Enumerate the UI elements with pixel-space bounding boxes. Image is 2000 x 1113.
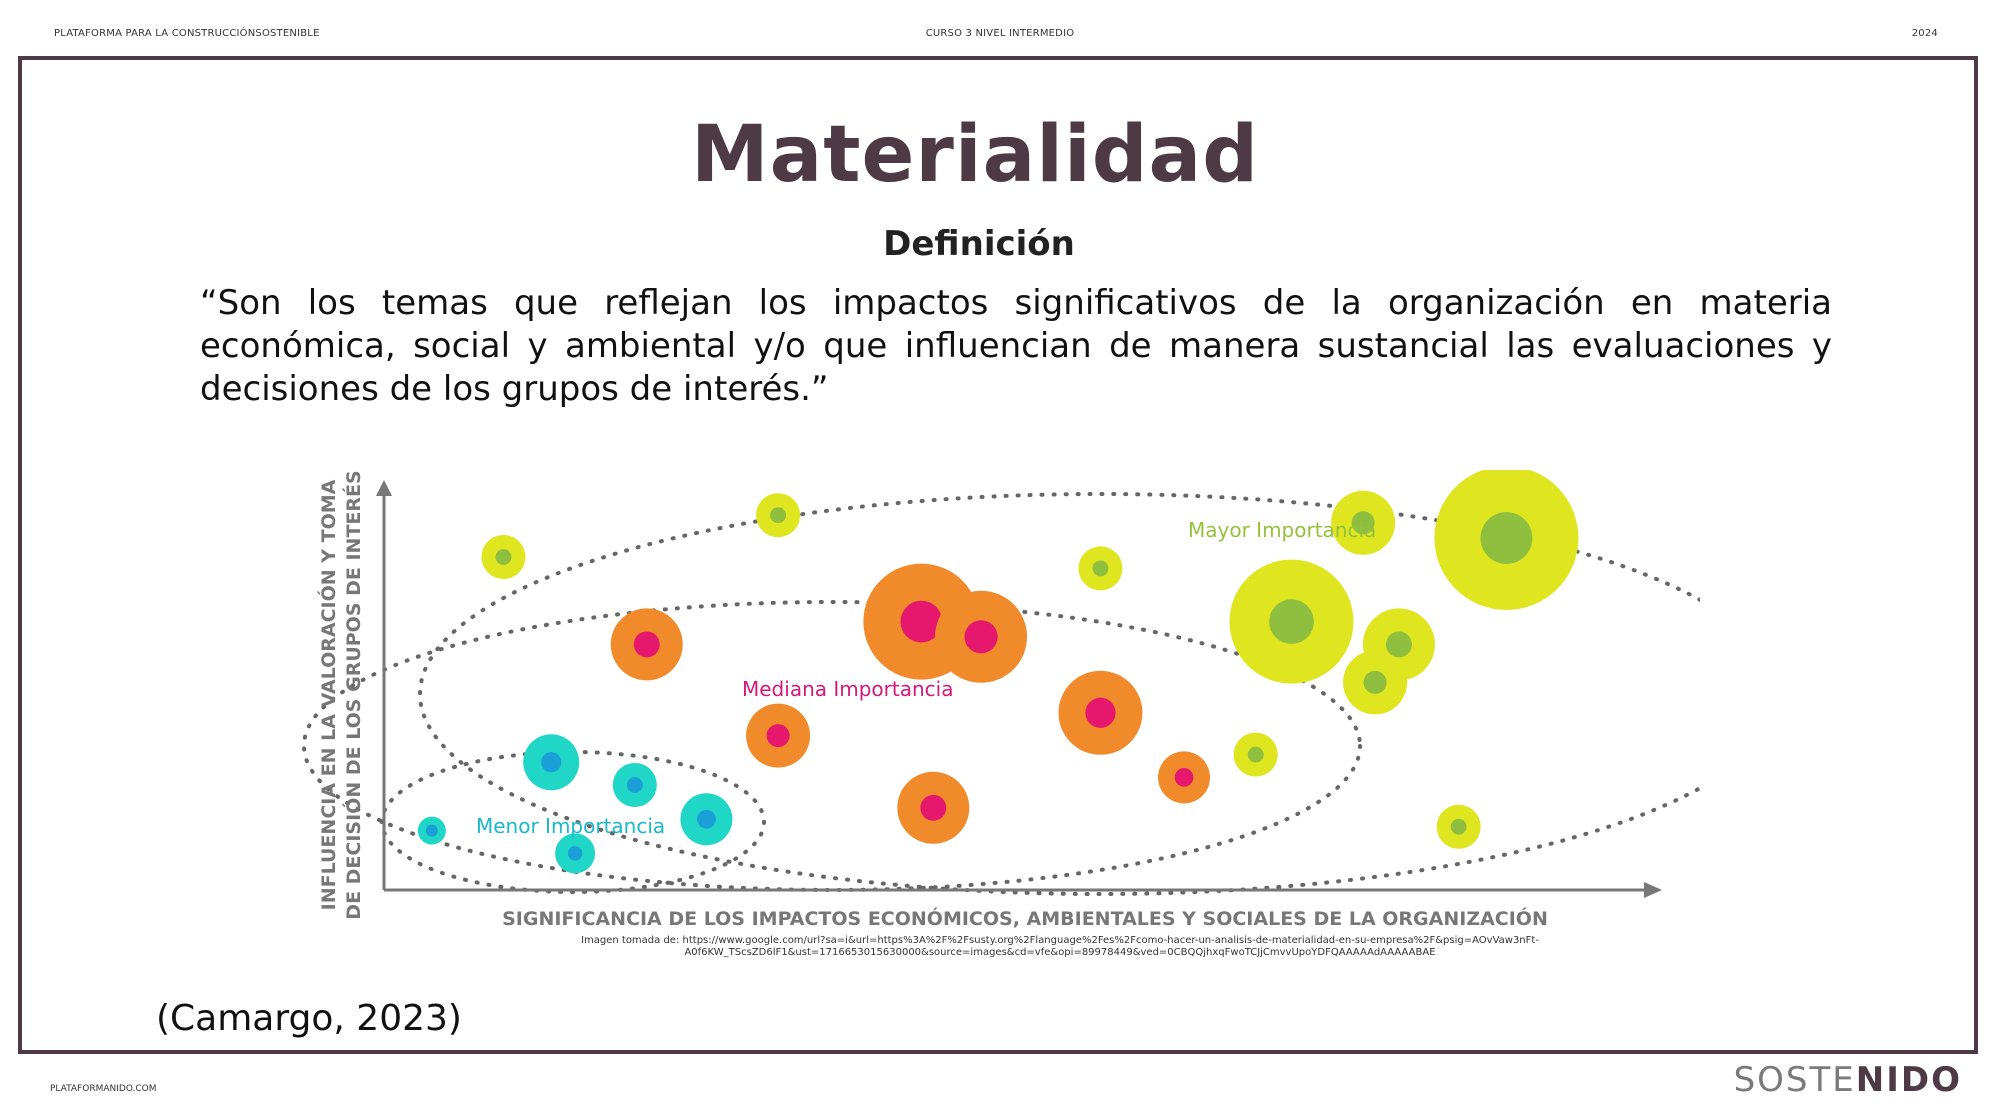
- bubble-high-4: [1331, 490, 1396, 555]
- bubble-inner: [1174, 768, 1194, 787]
- bubble-inner: [495, 549, 512, 565]
- materiality-chart: Mayor Importancia Mediana Importancia Me…: [302, 470, 1700, 930]
- y-axis-label-line1: INFLUENCIA EN LA VALORACIÓN Y TOMA: [316, 479, 340, 910]
- bubble-inner: [1386, 631, 1412, 658]
- bubble-mid-6: [1158, 751, 1211, 804]
- y-axis-arrow: [376, 480, 392, 496]
- bubble-inner: [541, 752, 562, 773]
- region-mid: [302, 600, 1362, 892]
- definition-quote: “Son los temas que reflejan los impactos…: [200, 283, 1832, 409]
- bubble-inner: [900, 600, 943, 643]
- bubble-inner: [770, 507, 786, 524]
- bubble-low-0: [417, 816, 446, 845]
- bubble-inner: [626, 777, 643, 793]
- group-label-high: Mayor Importancia: [1188, 518, 1376, 542]
- bubble-low-1: [523, 734, 580, 791]
- bubble-high-1: [756, 493, 801, 538]
- image-source-line-2: A0f6KW_TScsZD6lF1&ust=1716653015630000&s…: [684, 947, 1436, 958]
- bubble-high-9: [1436, 804, 1481, 849]
- bubble-high-3: [1229, 559, 1354, 684]
- y-axis-label-line2: DE DECISIÓN DE LOS GRUPOS DE INTERÉS: [341, 470, 365, 919]
- x-axis-arrow: [1644, 882, 1662, 898]
- citation: (Camargo, 2023): [156, 998, 462, 1039]
- bubble-inner: [766, 724, 790, 748]
- bubble-inner: [1351, 511, 1375, 535]
- slide-subtitle: Definición: [883, 224, 1075, 264]
- image-source-line-1: Imagen tomada de: https://www.google.com…: [581, 935, 1539, 946]
- bubble-low-4: [555, 833, 596, 874]
- bubble-low-3: [680, 793, 733, 846]
- sostenido-logo: SOSTENIDO: [1733, 1060, 1962, 1100]
- slide-frame: [18, 56, 1978, 1054]
- header-year: 2024: [1911, 28, 1938, 39]
- bubble-inner: [964, 620, 998, 654]
- bubble-inner: [920, 794, 947, 821]
- bubble-high-7: [1343, 650, 1408, 715]
- group-label-low: Menor Importancia: [476, 814, 665, 838]
- bubble-inner: [633, 631, 660, 658]
- bubble-low-2: [612, 763, 657, 807]
- bubble-mid-5: [897, 771, 970, 844]
- bubbles-layer: [417, 470, 1579, 874]
- image-source-note: Imagen tomada de: https://www.google.com…: [560, 935, 1560, 959]
- slide-title: Materialidad: [690, 110, 1260, 200]
- footer-website: PLATAFORMANIDO.COM: [50, 1084, 157, 1094]
- bubble-high-2: [1078, 546, 1123, 591]
- bubble-inner: [1085, 697, 1116, 728]
- bubble-inner: [1092, 560, 1109, 577]
- bubble-mid-0: [610, 608, 683, 681]
- bubble-inner: [1363, 670, 1387, 694]
- bubble-high-5: [1434, 470, 1579, 610]
- header-platform-name: PLATAFORMA PARA LA CONSTRUCCIÓNSOSTENIBL…: [54, 28, 320, 39]
- bubble-inner: [425, 824, 438, 837]
- bubble-high-0: [481, 535, 526, 579]
- x-axis-label: SIGNIFICANCIA DE LOS IMPACTOS ECONÓMICOS…: [502, 906, 1548, 930]
- bubble-mid-3: [746, 703, 811, 768]
- bubble-inner: [1480, 512, 1533, 564]
- region-high: [418, 492, 1700, 896]
- group-label-mid: Mediana Importancia: [742, 677, 953, 701]
- bubble-inner: [1269, 599, 1314, 644]
- bubble-mid-2: [935, 590, 1028, 683]
- bubble-inner: [567, 846, 583, 861]
- bubble-inner: [697, 809, 716, 829]
- bubble-high-8: [1233, 732, 1278, 777]
- bubble-inner: [1247, 746, 1264, 763]
- header-course-name: CURSO 3 NIVEL INTERMEDIO: [925, 28, 1075, 39]
- bubble-mid-4: [1058, 670, 1143, 755]
- chart-axes: [376, 480, 1662, 898]
- bubble-inner: [1450, 818, 1467, 835]
